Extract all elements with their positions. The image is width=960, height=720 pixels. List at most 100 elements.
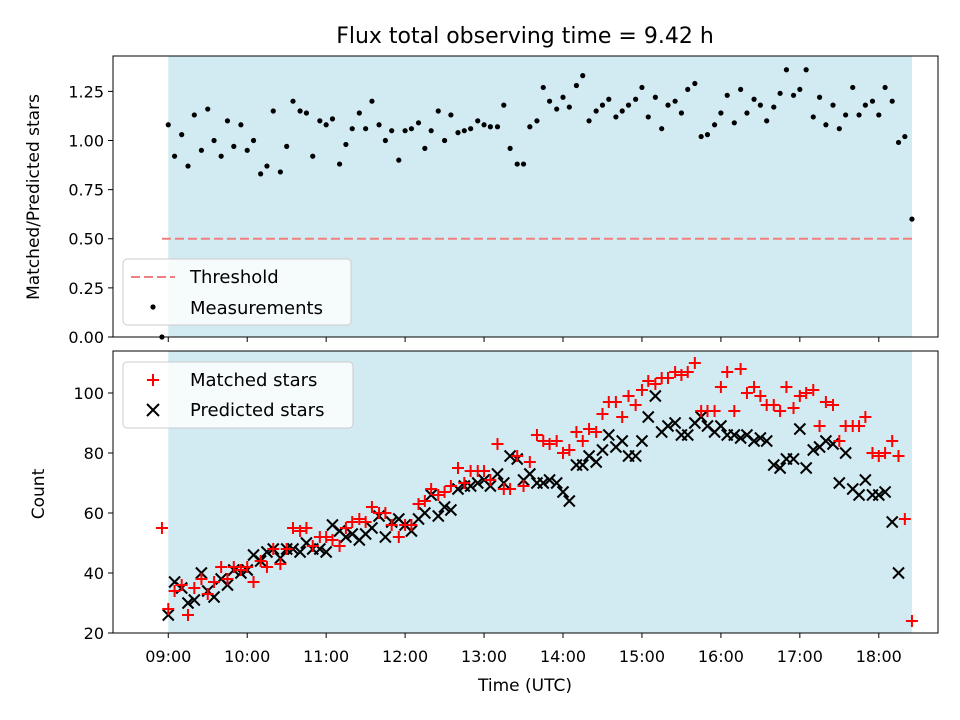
matched-star-point: [438, 486, 451, 498]
measurement-point: [757, 102, 763, 108]
matched-star-point: [853, 420, 866, 432]
measurement-point: [724, 92, 730, 98]
matched-star-point: [208, 576, 221, 588]
measurement-point: [534, 118, 540, 124]
matched-star-point: [418, 495, 431, 507]
measurement-point: [843, 112, 849, 118]
matched-star-point: [819, 396, 832, 408]
measurement-point: [250, 137, 257, 144]
measurement-point: [475, 118, 481, 124]
matched-star-point: [267, 543, 280, 555]
measurement-point: [441, 137, 448, 144]
predicted-star-point: [661, 419, 675, 433]
measurement-point: [580, 73, 586, 79]
measurement-point: [317, 118, 323, 124]
measurement-point: [231, 143, 237, 149]
measurement-point: [836, 126, 842, 132]
matched-star-point: [287, 522, 299, 534]
matched-star-point: [748, 381, 761, 393]
measurement-point: [902, 133, 908, 140]
bottom-x-ticks: 09:00 10:00 11:00 12:00 13:00 14:00 15:00 16:00…: [145, 633, 902, 666]
matched-star-point: [412, 498, 425, 510]
matched-star-point: [227, 561, 240, 573]
measurement-point: [191, 112, 197, 118]
x-axis-label: Time (UTC): [477, 676, 572, 696]
bottom-legend: Matched stars Predicted stars: [122, 361, 354, 429]
predicted-star-point: [833, 476, 846, 490]
measurement-point: [501, 102, 507, 108]
measurement-point: [507, 145, 513, 151]
predicted-star-point: [503, 449, 517, 463]
matched-star-point: [866, 447, 879, 459]
matched-star-point: [537, 435, 550, 447]
predicted-star-point: [819, 434, 833, 448]
measurement-point: [665, 102, 671, 108]
matched-star-point: [886, 435, 899, 447]
predicted-star-point: [635, 434, 649, 448]
predicted-star-point: [471, 476, 484, 490]
matched-star-point: [787, 402, 800, 414]
count-points: [155, 357, 918, 627]
measurement-point: [823, 122, 829, 128]
measurement-point: [672, 98, 678, 104]
matched-star-point: [195, 573, 208, 585]
matched-star-point: [320, 531, 333, 543]
matched-star-point: [557, 447, 569, 459]
measurement-point: [185, 163, 191, 169]
matched-star-point: [221, 573, 234, 585]
measurement-point: [659, 126, 665, 132]
measurement-point: [402, 128, 408, 134]
measurement-point: [494, 124, 501, 130]
matched-star-point: [511, 450, 524, 462]
measurement-point: [448, 112, 454, 118]
matched-star-point: [530, 429, 543, 441]
matched-star-point: [609, 396, 622, 408]
matched-star-point: [642, 375, 655, 387]
measurement-point: [363, 126, 369, 132]
measurement-point: [198, 147, 205, 153]
matched-star-point: [629, 399, 642, 411]
measurement-point: [554, 106, 560, 112]
matched-star-point: [379, 507, 392, 519]
predicted-star-point: [596, 443, 609, 457]
measurement-point: [633, 96, 639, 102]
matched-star-point: [188, 582, 201, 594]
measurement-point: [520, 161, 527, 167]
matched-star-point: [807, 384, 820, 396]
measurement-point: [738, 86, 744, 93]
measurement-point: [369, 98, 375, 104]
measurement-point: [244, 147, 250, 153]
matched-star-point: [260, 561, 273, 573]
predicted-star-point: [543, 473, 556, 487]
measurement-point: [527, 124, 533, 130]
measurement-point: [546, 98, 553, 104]
matched-star-point: [754, 390, 767, 402]
matched-star-point: [346, 516, 359, 528]
matched-star-point: [892, 450, 905, 462]
measurement-point: [461, 128, 467, 134]
predicted-star-point: [576, 458, 589, 472]
measurement-point: [751, 96, 757, 102]
matched-star-point: [458, 477, 471, 489]
measurement-point: [540, 84, 546, 91]
matched-star-point: [635, 384, 648, 396]
measurement-point: [797, 86, 803, 93]
measurement-point: [606, 96, 612, 102]
matched-star-point: [201, 588, 214, 600]
matched-star-point: [898, 513, 911, 525]
matched-star-point: [833, 435, 846, 447]
measurement-point: [645, 114, 651, 120]
measurement-point: [652, 94, 658, 100]
matched-star-point: [543, 438, 556, 450]
measurement-point: [764, 118, 770, 124]
x-tick-label: 10:00: [224, 647, 270, 666]
measurement-point: [850, 84, 856, 91]
matched-star-point: [175, 579, 188, 591]
measurement-point: [718, 110, 724, 116]
predicted-star-point: [892, 566, 905, 580]
matched-star-point: [622, 390, 635, 402]
matched-star-point: [583, 423, 596, 435]
measurement-point: [560, 94, 566, 100]
top-legend: Threshold Measurements: [122, 258, 352, 326]
